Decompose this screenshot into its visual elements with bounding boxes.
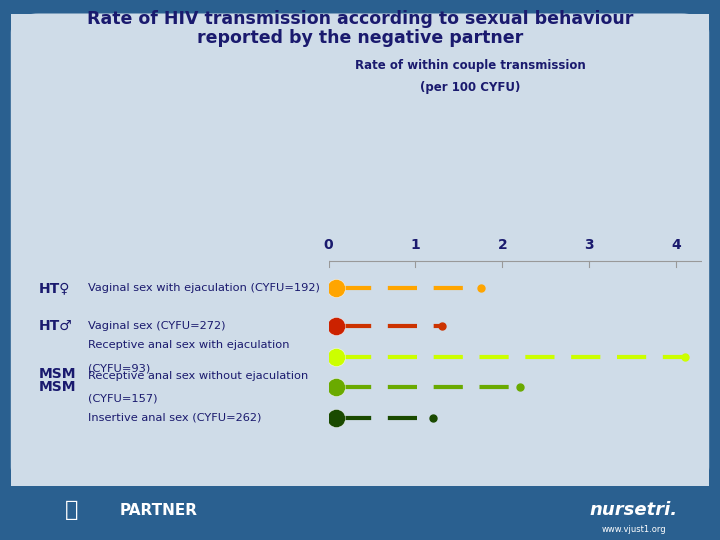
- Text: 3: 3: [585, 238, 594, 252]
- Text: (CYFU=93): (CYFU=93): [88, 363, 150, 373]
- Text: 2: 2: [498, 238, 507, 252]
- Text: HT♂: HT♂: [39, 319, 73, 333]
- Text: 1: 1: [410, 238, 420, 252]
- Text: Receptive anal sex without ejaculation: Receptive anal sex without ejaculation: [88, 370, 308, 381]
- Text: 4: 4: [671, 238, 681, 252]
- Text: 0: 0: [324, 238, 333, 252]
- Text: Rate of within couple transmission: Rate of within couple transmission: [355, 59, 586, 72]
- Text: nursetri.: nursetri.: [590, 501, 678, 519]
- Text: Receptive anal sex with ejaculation: Receptive anal sex with ejaculation: [88, 340, 289, 350]
- Text: HT♀: HT♀: [39, 281, 70, 295]
- Text: 👥: 👥: [66, 500, 78, 521]
- Text: MSM: MSM: [39, 367, 76, 381]
- Text: Rate of HIV transmission according to sexual behaviour: Rate of HIV transmission according to se…: [87, 10, 633, 28]
- Text: reported by the negative partner: reported by the negative partner: [197, 29, 523, 46]
- Text: (per 100 CYFU): (per 100 CYFU): [420, 81, 521, 94]
- Text: Vaginal sex (CYFU=272): Vaginal sex (CYFU=272): [88, 321, 225, 331]
- Text: (CYFU=157): (CYFU=157): [88, 394, 157, 403]
- Text: MSM: MSM: [39, 380, 76, 394]
- Text: PARTNER: PARTNER: [120, 503, 197, 518]
- Text: www.vjust1.org: www.vjust1.org: [601, 525, 666, 534]
- Text: Vaginal sex with ejaculation (CYFU=192): Vaginal sex with ejaculation (CYFU=192): [88, 283, 320, 293]
- Text: Insertive anal sex (CYFU=262): Insertive anal sex (CYFU=262): [88, 413, 261, 423]
- FancyBboxPatch shape: [11, 14, 709, 486]
